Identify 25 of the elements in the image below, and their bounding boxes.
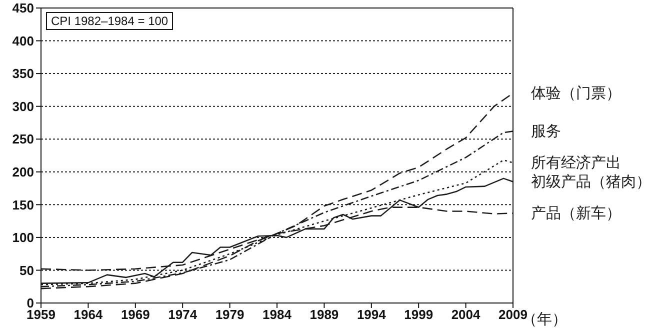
y-tick-label: 450 bbox=[12, 0, 34, 16]
x-tick-label: 1969 bbox=[120, 307, 150, 322]
y-tick-label: 100 bbox=[12, 230, 34, 246]
x-tick-label: 1979 bbox=[215, 307, 244, 322]
x-tick-label: 2004 bbox=[451, 307, 482, 322]
y-tick-label: 400 bbox=[12, 33, 34, 48]
y-tick-label: 200 bbox=[12, 164, 34, 180]
x-tick-label: 1984 bbox=[262, 307, 292, 322]
series-label: 产品（新车） bbox=[531, 205, 621, 222]
series-label: 初级产品（猪肉） bbox=[531, 174, 651, 191]
series-label: 所有经济产出 bbox=[531, 154, 621, 172]
y-tick-label: 350 bbox=[12, 66, 34, 82]
y-tick-label: 300 bbox=[12, 98, 34, 114]
x-tick-label: 1994 bbox=[356, 307, 387, 322]
y-tick-label: 250 bbox=[12, 132, 34, 147]
x-tick-label: 1974 bbox=[168, 307, 198, 322]
y-tick-label: 150 bbox=[12, 197, 34, 212]
x-tick-label: 2009 bbox=[498, 307, 528, 322]
series-label: 体验（门票） bbox=[531, 85, 621, 102]
x-tick-label: 1989 bbox=[310, 307, 339, 322]
annotation: CPI 1982–1984 = 100 bbox=[46, 12, 174, 30]
x-tick-label: 1964 bbox=[74, 307, 104, 322]
y-tick-label: 50 bbox=[20, 262, 34, 278]
series-label: 服务 bbox=[531, 123, 561, 140]
x-tick-label: 1999 bbox=[404, 307, 434, 322]
